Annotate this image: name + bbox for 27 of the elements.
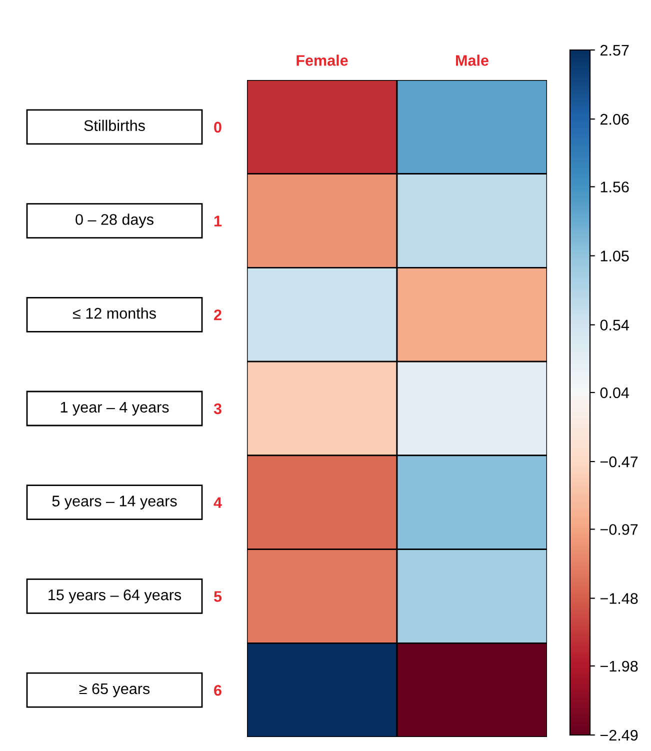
color-bar-label: −2.49 (600, 730, 638, 741)
color-bar-label: 1.56 (600, 182, 629, 192)
y2-tick-label: 4 (214, 497, 222, 508)
color-bar-label: −1.48 (600, 593, 638, 604)
y-tick-label: ≤ 12 months (72, 308, 156, 319)
y-tick-label: 5 years – 14 years (52, 496, 177, 510)
y2-tick-label: 1 (214, 216, 222, 226)
color-bar-label: −0.47 (600, 456, 638, 468)
color-bar-label: −0.97 (600, 524, 638, 535)
y-tick-label: ≥ 65 years (79, 683, 150, 698)
color-bar-label: 2.57 (600, 44, 629, 56)
y-tick-label: 15 years – 64 years (48, 589, 182, 604)
y2-tick-label: 3 (214, 403, 222, 414)
x-tick-label: Male (456, 54, 488, 66)
y-tick-label: Stillbirths (84, 120, 145, 132)
y-tick-label: 1 year – 4 years (60, 402, 169, 416)
y2-tick-label: 5 (214, 591, 222, 602)
y2-tick-label: 6 (214, 684, 222, 696)
y2-tick-label: 2 (214, 310, 222, 320)
color-bar-label: 0.04 (600, 387, 630, 398)
x-tick-label: Female (296, 54, 348, 66)
y-tick-label: 0 – 28 days (76, 214, 154, 228)
y2-tick-label: 0 (214, 122, 222, 133)
color-bar-label: 0.54 (600, 320, 630, 330)
color-bar-label: −1.98 (600, 660, 638, 672)
color-bar-label: 2.06 (600, 114, 629, 125)
color-bar-label: 1.05 (600, 250, 629, 262)
